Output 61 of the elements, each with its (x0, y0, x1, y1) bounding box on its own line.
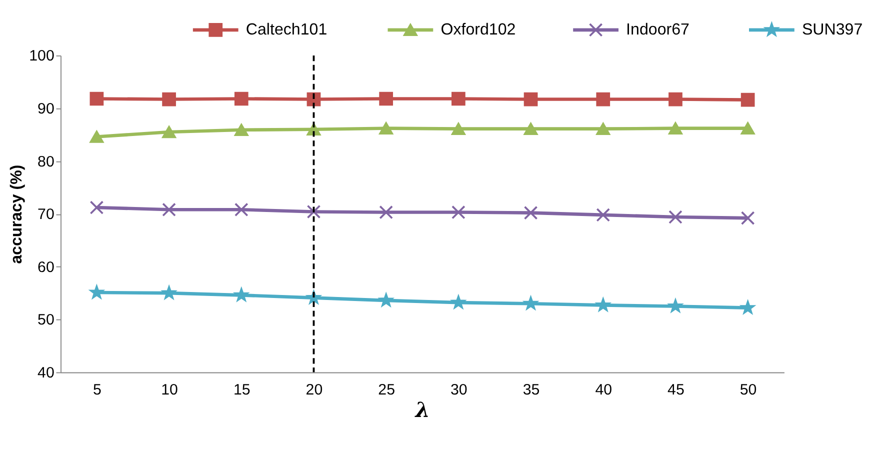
point (740, 211, 755, 226)
legend-label: Oxford102 (440, 20, 516, 39)
point (668, 122, 682, 134)
point (379, 294, 393, 306)
point (234, 124, 248, 136)
point (90, 286, 104, 298)
point (234, 202, 248, 217)
point (162, 202, 176, 217)
point (524, 92, 538, 106)
legend-label: Indoor67 (626, 20, 690, 39)
y-tick-label: 60 (38, 258, 54, 276)
point (379, 205, 394, 220)
point (90, 130, 104, 143)
y-tick-label: 50 (38, 312, 54, 329)
x-tick-label: 15 (233, 381, 250, 398)
point (524, 296, 538, 310)
point (90, 200, 104, 214)
point (668, 92, 682, 106)
point (452, 122, 466, 135)
point (524, 122, 538, 135)
point (306, 204, 321, 219)
x-tick-label: 10 (161, 381, 178, 398)
x-tick-label: 5 (92, 381, 102, 398)
y-axis-title: accuracy (%) (8, 164, 26, 264)
point (234, 92, 248, 106)
point (741, 300, 754, 314)
legend-label: Caltech101 (246, 20, 328, 39)
point (524, 206, 538, 220)
x-tick-label: 25 (378, 381, 395, 398)
y-tick-label: 70 (38, 206, 54, 224)
x-tick-label: 30 (450, 381, 468, 398)
point (379, 92, 394, 106)
y-tick-label: 40 (38, 364, 54, 382)
point (668, 210, 682, 224)
point (668, 299, 682, 312)
point (162, 286, 176, 299)
x-tick-label: 40 (595, 381, 612, 398)
y-tick-label: 90 (38, 100, 54, 118)
point (596, 92, 610, 106)
x-tick-label: 35 (522, 381, 540, 398)
x-tick-label: 45 (668, 381, 684, 398)
y-tick-label: 80 (38, 153, 54, 170)
y-tick-label: 100 (29, 48, 54, 65)
point (452, 92, 466, 106)
point (740, 122, 755, 134)
point (162, 92, 176, 106)
point (306, 92, 321, 106)
point (452, 205, 466, 220)
point (596, 122, 610, 135)
point (90, 92, 104, 106)
point (596, 208, 610, 222)
legend-label: SUN397 (802, 20, 863, 39)
point (452, 296, 466, 308)
x-tick-label: 20 (306, 381, 323, 398)
point (162, 126, 176, 138)
point (379, 122, 394, 134)
point (234, 288, 248, 301)
point (740, 92, 755, 107)
x-axis-title: λ (414, 397, 430, 422)
point (596, 298, 610, 311)
x-tick-label: 50 (740, 381, 757, 398)
